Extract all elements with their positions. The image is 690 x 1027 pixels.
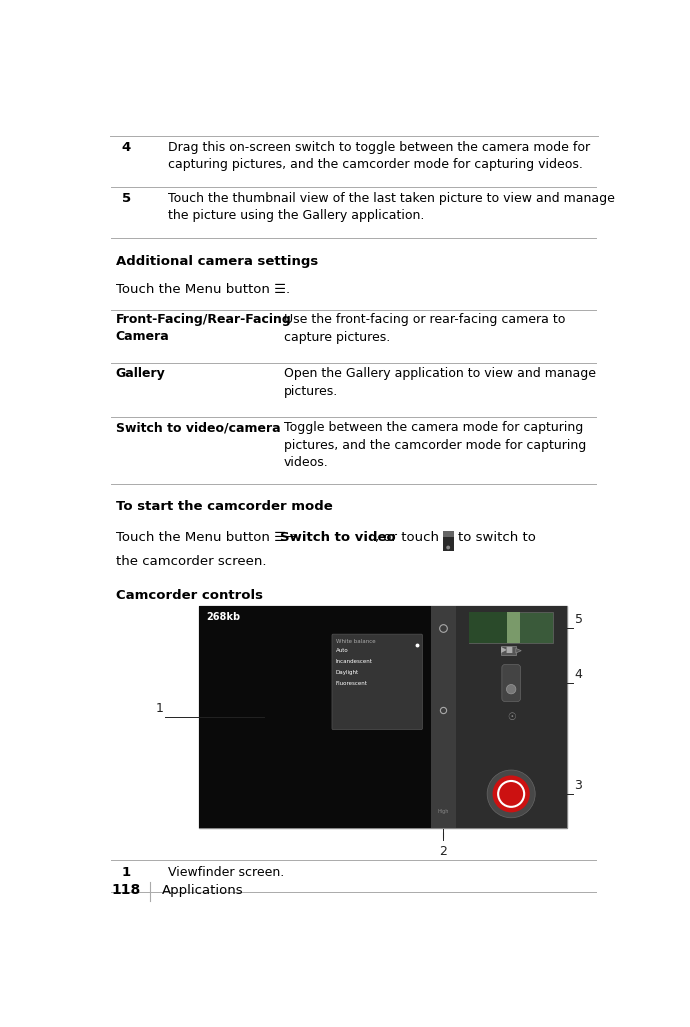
FancyBboxPatch shape [199,606,566,828]
Text: 5: 5 [122,192,131,204]
Text: High: High [437,808,448,813]
Text: ☉: ☉ [506,713,515,722]
Text: the camcorder screen.: the camcorder screen. [116,556,266,568]
Text: ▶■: ▶■ [501,645,514,653]
Text: Viewfinder screen.: Viewfinder screen. [168,866,284,878]
FancyBboxPatch shape [502,646,516,655]
FancyBboxPatch shape [507,612,520,643]
Text: Additional camera settings: Additional camera settings [116,255,318,268]
FancyBboxPatch shape [455,606,566,828]
Text: Use the front-facing or rear-facing camera to
capture pictures.: Use the front-facing or rear-facing came… [284,313,565,344]
Text: 3: 3 [575,779,582,793]
FancyBboxPatch shape [443,531,453,537]
Text: Incandescent: Incandescent [335,658,373,663]
Text: 5: 5 [575,613,582,626]
Text: Front-Facing/Rear-Facing
Camera: Front-Facing/Rear-Facing Camera [116,313,291,343]
Text: 4: 4 [122,141,131,154]
FancyBboxPatch shape [469,612,553,643]
Text: Open the Gallery application to view and manage
pictures.: Open the Gallery application to view and… [284,368,596,397]
Circle shape [487,770,535,817]
Text: to switch to: to switch to [458,531,536,543]
Text: Camcorder controls: Camcorder controls [116,589,263,602]
Text: Drag this on-screen switch to toggle between the camera mode for
capturing pictu: Drag this on-screen switch to toggle bet… [168,141,590,172]
Text: 268kb: 268kb [206,612,241,622]
FancyBboxPatch shape [443,531,453,551]
Text: Toggle between the camera mode for capturing
pictures, and the camcorder mode fo: Toggle between the camera mode for captu… [284,421,586,469]
Text: 118: 118 [111,883,140,898]
FancyBboxPatch shape [332,634,422,729]
Text: Switch to video/camera: Switch to video/camera [116,421,280,434]
Text: White balance: White balance [336,639,376,644]
FancyBboxPatch shape [199,606,431,828]
Circle shape [493,775,530,812]
Circle shape [502,785,520,803]
Text: Touch the Menu button ☰.: Touch the Menu button ☰. [116,282,290,296]
Polygon shape [516,648,521,653]
Text: Auto: Auto [335,648,348,652]
Text: To start the camcorder mode: To start the camcorder mode [116,500,333,512]
FancyBboxPatch shape [502,664,520,701]
Text: Touch the Menu button ☰→: Touch the Menu button ☰→ [116,531,301,543]
Text: 2: 2 [439,845,447,858]
Text: Switch to video: Switch to video [280,531,396,543]
Circle shape [506,685,516,694]
Text: Fluorescent: Fluorescent [335,681,367,686]
Text: 1: 1 [122,866,131,878]
Text: Touch the thumbnail view of the last taken picture to view and manage
the pictur: Touch the thumbnail view of the last tak… [168,192,615,222]
Text: Applications: Applications [162,884,244,898]
Text: 1: 1 [156,702,164,716]
Text: 4: 4 [575,669,582,682]
Text: , or touch: , or touch [375,531,439,543]
Text: Daylight: Daylight [335,670,359,675]
Text: Gallery: Gallery [116,368,166,380]
FancyBboxPatch shape [469,612,507,643]
Circle shape [446,545,450,549]
FancyBboxPatch shape [431,606,455,828]
